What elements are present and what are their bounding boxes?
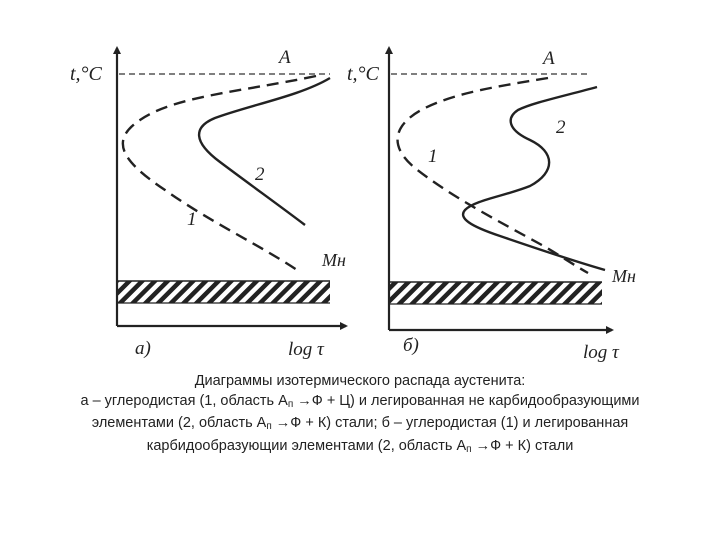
curve-1-label: 1 [187, 209, 197, 230]
caption-text: а – углеродистая (1, область А [80, 392, 288, 409]
caption-line-3: элементами (2, область Ап →Ф + К) стали;… [20, 414, 700, 437]
caption-text: →Ф + К) стали [471, 437, 574, 454]
caption-text: элементами (2, область А [91, 415, 267, 431]
caption-text: →Ф + Ц) и легированная не карбидообразую… [293, 392, 640, 409]
martensite-region [390, 282, 602, 304]
caption-subscript: п [287, 398, 294, 410]
panel-a: t,°C A 2 1 Mн а) log τ [70, 46, 348, 360]
panel-label: а) [135, 338, 151, 359]
panel-label: б) [403, 335, 419, 356]
caption-line-2: а – углеродистая (1, область Ап →Ф + Ц) … [20, 392, 700, 415]
isothermal-decomposition-diagram: t,°C A 2 1 Mн а) log τ t,°C A 2 1 Mн б) … [70, 46, 636, 363]
ms-label: Mн [321, 250, 346, 270]
caption-subscript: п [266, 421, 272, 432]
curve-2-end [462, 85, 606, 272]
top-line-label: A [277, 47, 291, 68]
ms-label: Mн [611, 266, 636, 286]
caption-subscript: п [466, 443, 472, 455]
caption-line-4: карбидообразующии элементами (2, область… [20, 437, 700, 460]
curve-1-start [121, 74, 317, 273]
curve-1-start [396, 76, 589, 275]
top-line-label: A [541, 48, 555, 69]
figure-caption: Диаграммы изотермического распада аустен… [20, 372, 700, 459]
curve-2-label: 2 [255, 164, 265, 185]
panel-b: t,°C A 2 1 Mн б) log τ [347, 46, 636, 363]
x-axis-label: log τ [583, 342, 620, 363]
curve-2-label: 2 [556, 117, 566, 138]
caption-title: Диаграммы изотермического распада аустен… [194, 373, 526, 389]
x-axis-label: log τ [288, 339, 325, 360]
martensite-region [118, 281, 330, 303]
curve-2-end [197, 76, 331, 226]
caption-text: →Ф + К) стали; б – углеродистая (1) и ле… [271, 415, 629, 431]
caption-text: карбидообразующии элементами (2, область… [146, 437, 467, 454]
y-axis-label: t,°C [70, 63, 103, 85]
curve-1-label: 1 [428, 146, 438, 167]
y-axis-label: t,°C [347, 63, 380, 85]
